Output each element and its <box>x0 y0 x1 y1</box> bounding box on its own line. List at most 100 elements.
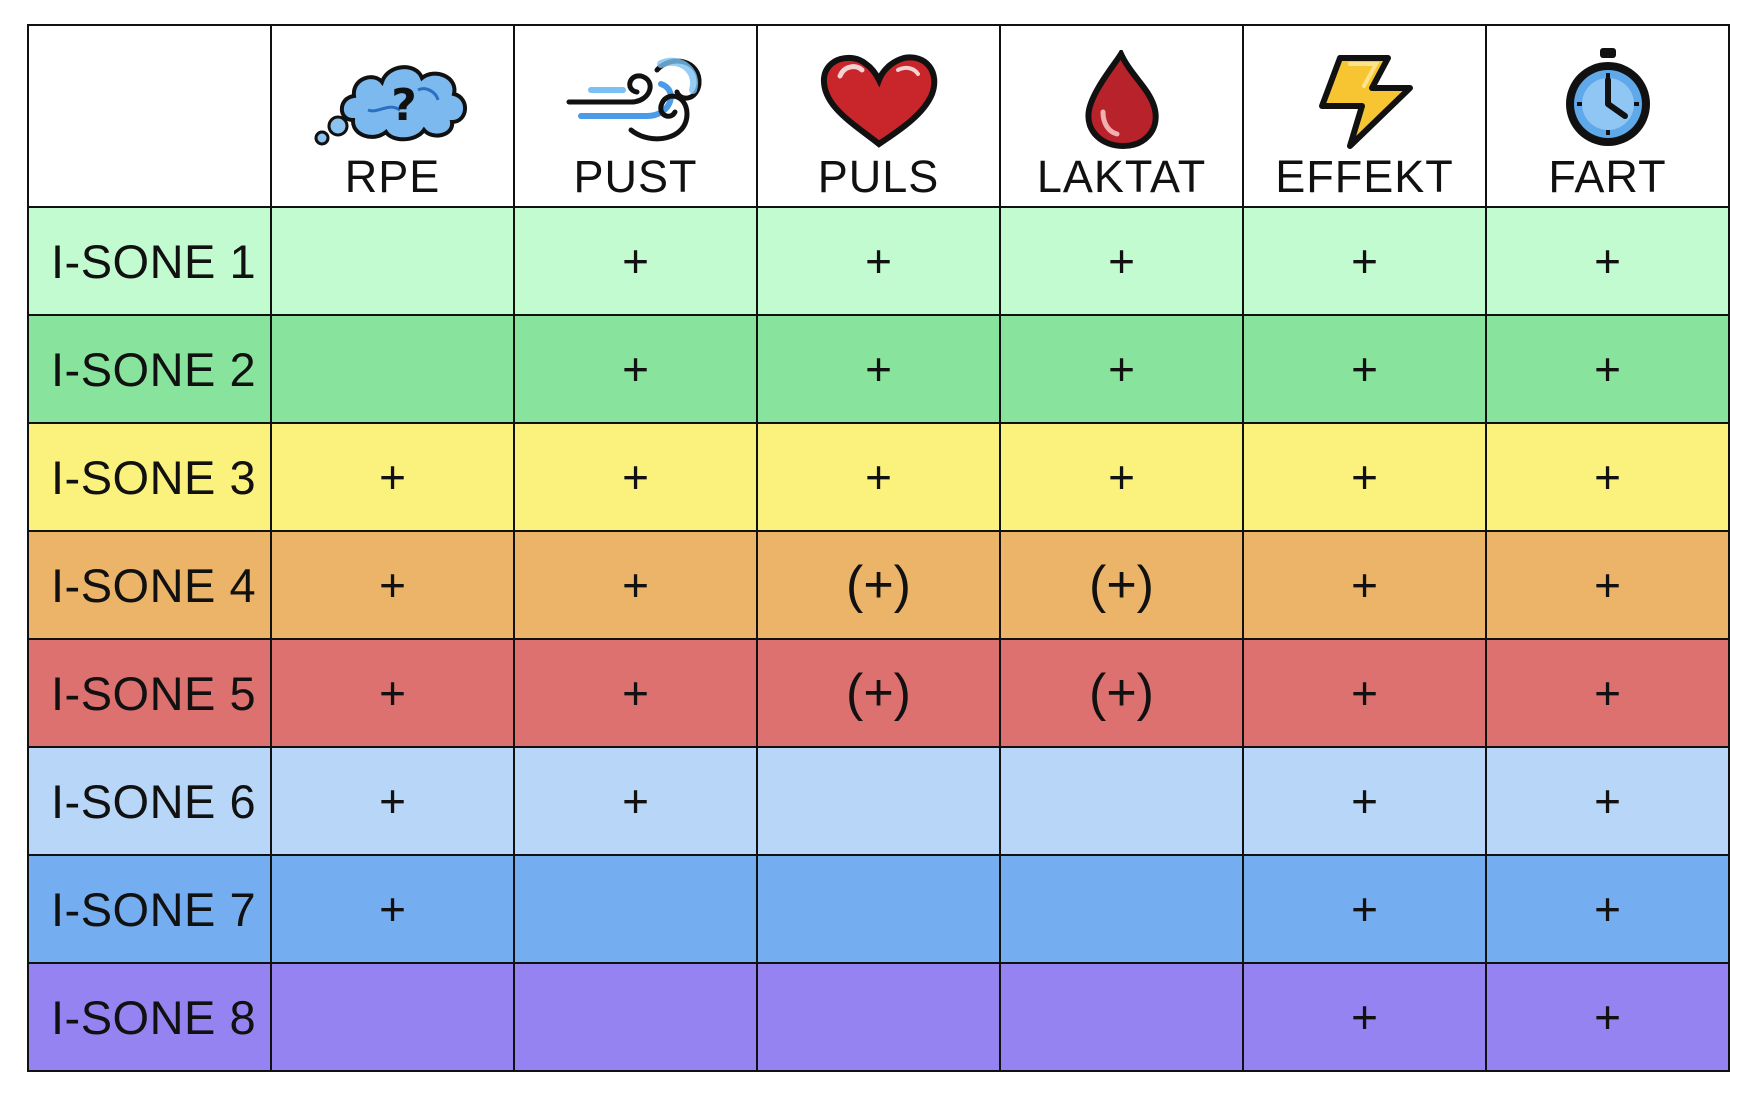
zone-cell-rpe: + <box>270 422 515 532</box>
applicability-mark: + <box>1351 991 1378 1043</box>
zone-cell-pust: + <box>513 314 758 424</box>
zone-cell-laktat: (+) <box>999 638 1244 748</box>
zone-cell-pust: + <box>513 530 758 640</box>
applicability-mark: + <box>1351 559 1378 611</box>
applicability-mark: (+) <box>1089 664 1154 722</box>
applicability-mark: + <box>1594 883 1621 935</box>
zone-cell-fart: + <box>1485 206 1730 316</box>
zone-row: I-SONE 8 + + <box>27 962 1730 1072</box>
applicability-mark: + <box>379 667 406 719</box>
zone-row: I-SONE 4 + + (+) (+) + + <box>27 530 1730 640</box>
heart-icon <box>814 40 944 150</box>
zone-label: I-SONE 7 <box>27 854 272 964</box>
applicability-mark: + <box>1351 343 1378 395</box>
corner-cell <box>27 24 272 208</box>
zone-row: I-SONE 1 + + + + + <box>27 206 1730 316</box>
zone-cell-laktat: + <box>999 314 1244 424</box>
zone-cell-rpe: + <box>270 854 515 964</box>
zone-cell-effekt: + <box>1242 962 1487 1072</box>
zone-cell-effekt: + <box>1242 746 1487 856</box>
applicability-mark: + <box>379 559 406 611</box>
applicability-mark: + <box>1108 235 1135 287</box>
zone-cell-effekt: + <box>1242 314 1487 424</box>
applicability-mark: + <box>1351 667 1378 719</box>
column-header-fart: FART <box>1485 24 1730 208</box>
applicability-mark: + <box>622 775 649 827</box>
column-header-puls: PULS <box>756 24 1001 208</box>
applicability-mark: + <box>379 883 406 935</box>
zone-label: I-SONE 3 <box>27 422 272 532</box>
zone-cell-fart: + <box>1485 962 1730 1072</box>
column-header-effekt: EFFEKT <box>1242 24 1487 208</box>
applicability-mark: (+) <box>1089 556 1154 614</box>
applicability-mark: + <box>379 451 406 503</box>
zone-cell-rpe <box>270 206 515 316</box>
applicability-mark: + <box>865 235 892 287</box>
zone-row: I-SONE 7 + + + <box>27 854 1730 964</box>
column-header-label: LAKTAT <box>1036 151 1207 202</box>
zone-cell-rpe <box>270 962 515 1072</box>
zone-label: I-SONE 6 <box>27 746 272 856</box>
zone-row: I-SONE 3 + + + + + + <box>27 422 1730 532</box>
zone-cell-pust: + <box>513 422 758 532</box>
applicability-mark: + <box>1108 451 1135 503</box>
applicability-mark: + <box>1594 775 1621 827</box>
zone-cell-pust: + <box>513 746 758 856</box>
zone-row: I-SONE 2 + + + + + <box>27 314 1730 424</box>
zone-cell-effekt: + <box>1242 638 1487 748</box>
zone-cell-laktat: + <box>999 206 1244 316</box>
applicability-mark: + <box>379 775 406 827</box>
applicability-mark: + <box>865 451 892 503</box>
column-header-label: RPE <box>344 151 441 202</box>
intensity-zone-table: ? RPE <box>27 24 1730 1072</box>
applicability-mark: + <box>1594 991 1621 1043</box>
zone-row: I-SONE 5 + + (+) (+) + + <box>27 638 1730 748</box>
applicability-mark: + <box>622 235 649 287</box>
applicability-mark: + <box>1351 451 1378 503</box>
stopwatch-icon <box>1553 40 1663 150</box>
thought-cloud-question-icon: ? <box>308 40 478 150</box>
zone-label: I-SONE 4 <box>27 530 272 640</box>
column-header-laktat: LAKTAT <box>999 24 1244 208</box>
zone-cell-effekt: + <box>1242 206 1487 316</box>
applicability-mark: + <box>622 559 649 611</box>
column-header-label: PUST <box>573 151 698 202</box>
zone-label: I-SONE 2 <box>27 314 272 424</box>
applicability-mark: (+) <box>846 664 911 722</box>
zone-cell-fart: + <box>1485 530 1730 640</box>
zone-cell-puls <box>756 962 1001 1072</box>
zone-cell-laktat <box>999 746 1244 856</box>
zone-cell-fart: + <box>1485 746 1730 856</box>
zone-cell-puls <box>756 746 1001 856</box>
zone-cell-pust <box>513 962 758 1072</box>
applicability-mark: + <box>1351 883 1378 935</box>
zone-cell-pust: + <box>513 638 758 748</box>
zone-cell-laktat: (+) <box>999 530 1244 640</box>
column-header-rpe: ? RPE <box>270 24 515 208</box>
applicability-mark: + <box>865 343 892 395</box>
applicability-mark: + <box>622 667 649 719</box>
applicability-mark: + <box>1351 235 1378 287</box>
column-header-pust: PUST <box>513 24 758 208</box>
blood-drop-icon <box>1077 40 1167 150</box>
zone-cell-effekt: + <box>1242 854 1487 964</box>
zone-cell-laktat: + <box>999 422 1244 532</box>
zone-cell-puls: + <box>756 206 1001 316</box>
zone-cell-laktat <box>999 854 1244 964</box>
applicability-mark: (+) <box>846 556 911 614</box>
zone-cell-puls: + <box>756 422 1001 532</box>
zone-cell-pust <box>513 854 758 964</box>
applicability-mark: + <box>622 451 649 503</box>
zone-cell-rpe <box>270 314 515 424</box>
zone-cell-rpe: + <box>270 746 515 856</box>
applicability-mark: + <box>1594 667 1621 719</box>
applicability-mark: + <box>1351 775 1378 827</box>
lightning-bolt-icon <box>1310 40 1420 150</box>
column-header-label: EFFEKT <box>1275 151 1454 202</box>
zone-cell-pust: + <box>513 206 758 316</box>
column-header-label: PULS <box>817 151 940 202</box>
zone-row: I-SONE 6 + + + + <box>27 746 1730 856</box>
zone-label: I-SONE 5 <box>27 638 272 748</box>
svg-text:?: ? <box>391 80 417 131</box>
zone-cell-fart: + <box>1485 854 1730 964</box>
